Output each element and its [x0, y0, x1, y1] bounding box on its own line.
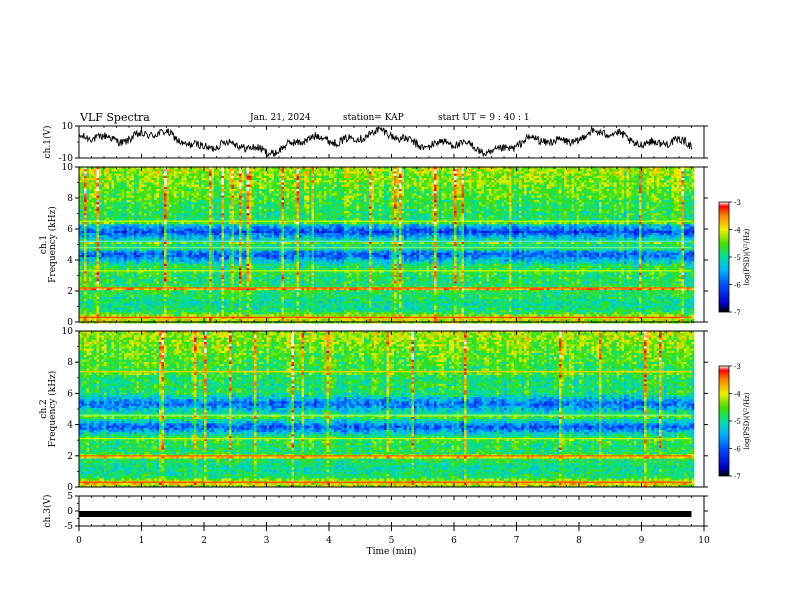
ytick-label-4-2: -5	[64, 522, 73, 532]
xtick-label-1: 1	[139, 536, 145, 546]
ylabel-2-1: Frequency (kHz)	[47, 206, 58, 283]
xtick-label-5: 5	[389, 536, 395, 546]
ytick-label-3-5: 10	[62, 327, 74, 337]
ch1-waveform	[79, 128, 692, 157]
colorbar-1-label: log(PSD)(V²/Hz)	[743, 228, 751, 285]
xtick-label-7: 7	[514, 536, 520, 546]
ytick-label-2-2: 4	[67, 256, 73, 266]
colorbar-2-tick-1: -6	[734, 446, 741, 454]
xtick-label-8: 8	[576, 536, 582, 546]
xtick-label-10: 10	[698, 536, 710, 546]
ytick-label-2-3: 6	[67, 225, 73, 235]
ytick-label-4-0: 5	[67, 492, 73, 502]
colorbar-1	[719, 202, 729, 312]
ylabel-1-0: ch.1(V)	[42, 126, 53, 159]
xtick-label-9: 9	[639, 536, 645, 546]
colorbar-1-tick-0: -7	[734, 309, 741, 317]
spectrogram-1	[79, 167, 694, 324]
ytick-label-3-2: 4	[67, 421, 73, 431]
spectrogram-2	[79, 331, 694, 488]
colorbar-1-tick-4: -3	[734, 199, 741, 207]
ytick-label-1-0: 10	[62, 122, 74, 132]
x-axis-label: Time (min)	[367, 546, 417, 557]
colorbar-2	[719, 366, 729, 476]
colorbar-1-tick-3: -4	[734, 227, 741, 235]
ytick-label-4-1: 0	[67, 507, 73, 517]
colorbar-2-label: log(PSD)(V²/Hz)	[743, 392, 751, 449]
colorbar-2-tick-4: -3	[734, 363, 741, 371]
ytick-label-3-3: 6	[67, 389, 73, 399]
panel-frame-1	[79, 126, 704, 158]
colorbar-1-tick-2: -5	[734, 254, 741, 262]
xtick-label-0: 0	[76, 536, 82, 546]
xtick-label-2: 2	[201, 536, 207, 546]
colorbar-2-tick-2: -5	[734, 418, 741, 426]
ylabel-4-0: ch.3(V)	[42, 495, 53, 528]
xtick-label-4: 4	[326, 536, 332, 546]
figure: 10-10ch.1(V)0246810ch.1 Frequency (kHz)02…	[0, 0, 792, 612]
xtick-label-3: 3	[264, 536, 270, 546]
colorbar-2-tick-0: -7	[734, 473, 741, 481]
xtick-label-6: 6	[451, 536, 457, 546]
ylabel-3-1: Frequency (kHz)	[47, 371, 58, 448]
colorbar-2-tick-3: -4	[734, 391, 741, 399]
ytick-label-2-1: 2	[67, 287, 73, 297]
ytick-label-3-4: 8	[67, 358, 73, 368]
ch3-trace	[79, 511, 692, 517]
ytick-label-2-5: 10	[62, 163, 74, 173]
ytick-label-2-4: 8	[67, 194, 73, 204]
colorbar-1-tick-1: -6	[734, 282, 741, 290]
ytick-label-3-1: 2	[67, 452, 73, 462]
